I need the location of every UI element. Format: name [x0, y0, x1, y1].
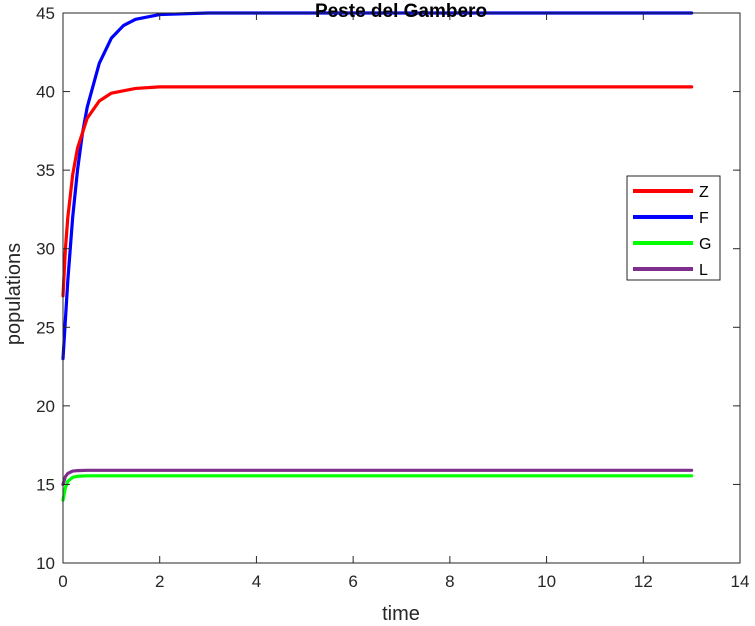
axes-box	[62, 12, 741, 564]
x-tick-label: 0	[58, 572, 67, 591]
x-axis-label: time	[382, 603, 420, 625]
legend-label-f: F	[699, 210, 709, 227]
chart-title: Peste del Gambero	[315, 1, 487, 22]
y-tick-label: 20	[36, 397, 55, 416]
x-tick-label: 14	[731, 572, 750, 591]
series-line-g	[61, 474, 694, 502]
y-tick-label: 35	[36, 161, 55, 180]
x-tick-label: 6	[348, 572, 357, 591]
legend-label-z: Z	[699, 184, 709, 201]
y-axis-label: populations	[3, 243, 25, 345]
x-tick-label: 10	[537, 572, 556, 591]
legend-label-g: G	[699, 236, 711, 253]
y-tick-label: 45	[36, 4, 55, 23]
x-tick-label: 8	[445, 572, 454, 591]
series-line-l	[61, 468, 694, 487]
ticks-layer: 0 2 4 6 8 10 12 14 10 15 20 25 30 35 40 45	[36, 4, 749, 591]
x-tick-label: 4	[252, 572, 261, 591]
legend-label-l: L	[699, 262, 708, 279]
plot-area	[63, 13, 740, 563]
x-tick-label: 2	[155, 572, 164, 591]
y-tick-label: 30	[36, 240, 55, 259]
y-tick-label: 10	[36, 554, 55, 573]
y-tick-label: 25	[36, 318, 55, 337]
series-line-z	[61, 85, 694, 298]
y-tick-label: 40	[36, 83, 55, 102]
x-tick-label: 12	[634, 572, 653, 591]
y-tick-label: 15	[36, 475, 55, 494]
legend-box	[626, 175, 721, 281]
